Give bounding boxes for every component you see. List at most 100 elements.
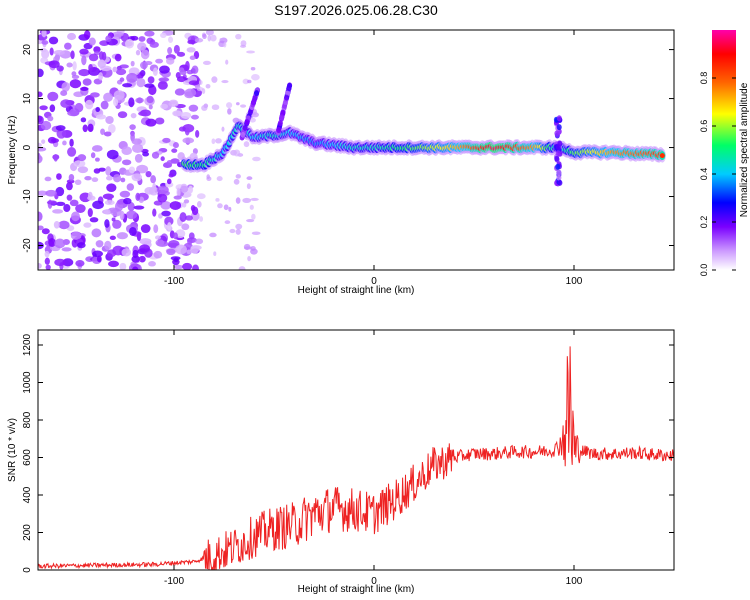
noise-speckle [105, 35, 112, 42]
noise-speckle [216, 176, 223, 182]
noise-speckle [67, 147, 77, 157]
noise-speckle [176, 51, 186, 57]
noise-speckle [187, 238, 193, 245]
noise-speckle [71, 71, 77, 77]
snr-xlabel: Height of straight line (km) [298, 584, 415, 595]
noise-speckle [61, 81, 70, 92]
noise-speckle [39, 105, 48, 111]
noise-speckle [83, 222, 92, 228]
noise-speckle [125, 39, 135, 49]
noise-speckle [121, 248, 132, 257]
noise-speckle [188, 80, 200, 86]
noise-speckle [173, 264, 184, 270]
noise-speckle [67, 110, 80, 117]
noise-speckle [84, 99, 94, 110]
noise-speckle [160, 103, 169, 110]
noise-speckle [188, 104, 199, 112]
noise-speckle [68, 173, 75, 181]
arc-blob [279, 114, 285, 121]
colorbar-tick-label: 0.0 [699, 264, 709, 277]
noise-speckle [49, 47, 54, 56]
noise-speckle [132, 266, 139, 270]
noise-speckle [153, 250, 163, 259]
x-tick-label: 100 [566, 276, 583, 287]
noise-speckle [55, 125, 66, 131]
noise-speckle [157, 185, 169, 195]
noise-speckle [240, 44, 247, 48]
noise-speckle [251, 231, 261, 235]
snr-ylabel: SNR (10 * v/v) [7, 418, 18, 482]
noise-speckle [185, 215, 193, 221]
noise-speckle [249, 117, 256, 123]
noise-speckle [152, 67, 158, 77]
noise-speckle [103, 131, 112, 137]
noise-speckle [87, 123, 94, 133]
noise-speckle [95, 106, 101, 113]
noise-speckle [246, 183, 251, 190]
noise-speckle [70, 50, 75, 60]
noise-speckle [138, 111, 148, 116]
noise-speckle [104, 219, 110, 228]
noise-speckle [242, 197, 252, 204]
arc-blob [286, 85, 292, 92]
noise-speckle [153, 224, 159, 234]
ridge-core [659, 153, 665, 159]
noise-speckle [192, 264, 199, 270]
noise-speckle [80, 86, 89, 91]
noise-speckle [76, 242, 86, 249]
noise-speckle [48, 36, 59, 45]
y-tick-label: 200 [22, 524, 33, 541]
noise-speckle [180, 112, 192, 119]
y-tick-label: -10 [22, 189, 33, 204]
noise-speckle [72, 61, 77, 71]
noise-speckle [73, 160, 86, 168]
noise-speckle [146, 95, 154, 104]
noise-speckle [52, 209, 64, 214]
noise-speckle [184, 127, 190, 136]
noise-speckle [75, 260, 85, 267]
noise-speckle [145, 118, 157, 127]
noise-speckle [82, 124, 88, 133]
noise-speckle [91, 228, 102, 238]
noise-speckle [227, 108, 232, 115]
streak-blob [556, 169, 562, 176]
noise-speckle [113, 90, 125, 100]
noise-speckle [53, 154, 58, 162]
noise-speckle [38, 211, 43, 222]
noise-speckle [210, 34, 217, 42]
noise-speckle [91, 145, 103, 152]
noise-speckle [106, 149, 119, 160]
noise-speckle [179, 69, 187, 76]
noise-speckle [196, 193, 206, 200]
noise-speckle [54, 258, 66, 267]
noise-speckle [247, 256, 251, 262]
noise-speckle [75, 204, 86, 213]
noise-speckle [67, 32, 77, 41]
noise-speckle [140, 61, 148, 70]
noise-speckle [98, 51, 104, 60]
noise-speckle [155, 117, 165, 125]
noise-speckle [45, 264, 51, 270]
noise-speckle [114, 53, 122, 62]
noise-speckle [129, 124, 136, 130]
noise-speckle [243, 246, 253, 250]
noise-speckle [40, 120, 52, 131]
noise-speckle [188, 185, 194, 194]
noise-speckle [246, 219, 255, 223]
noise-speckle [140, 224, 151, 234]
noise-speckle [130, 113, 137, 119]
noise-speckle [173, 257, 179, 263]
noise-speckle [142, 151, 150, 157]
noise-speckle [38, 154, 43, 164]
x-tick-label: 0 [371, 576, 377, 587]
noise-speckle [147, 76, 155, 84]
noise-speckle [130, 35, 139, 41]
noise-speckle [105, 116, 114, 125]
noise-speckle [201, 88, 206, 95]
noise-speckle [173, 232, 178, 240]
noise-speckle [90, 92, 100, 98]
noise-speckle [107, 260, 120, 268]
arc-blob [240, 131, 246, 138]
noise-speckle [151, 151, 160, 159]
